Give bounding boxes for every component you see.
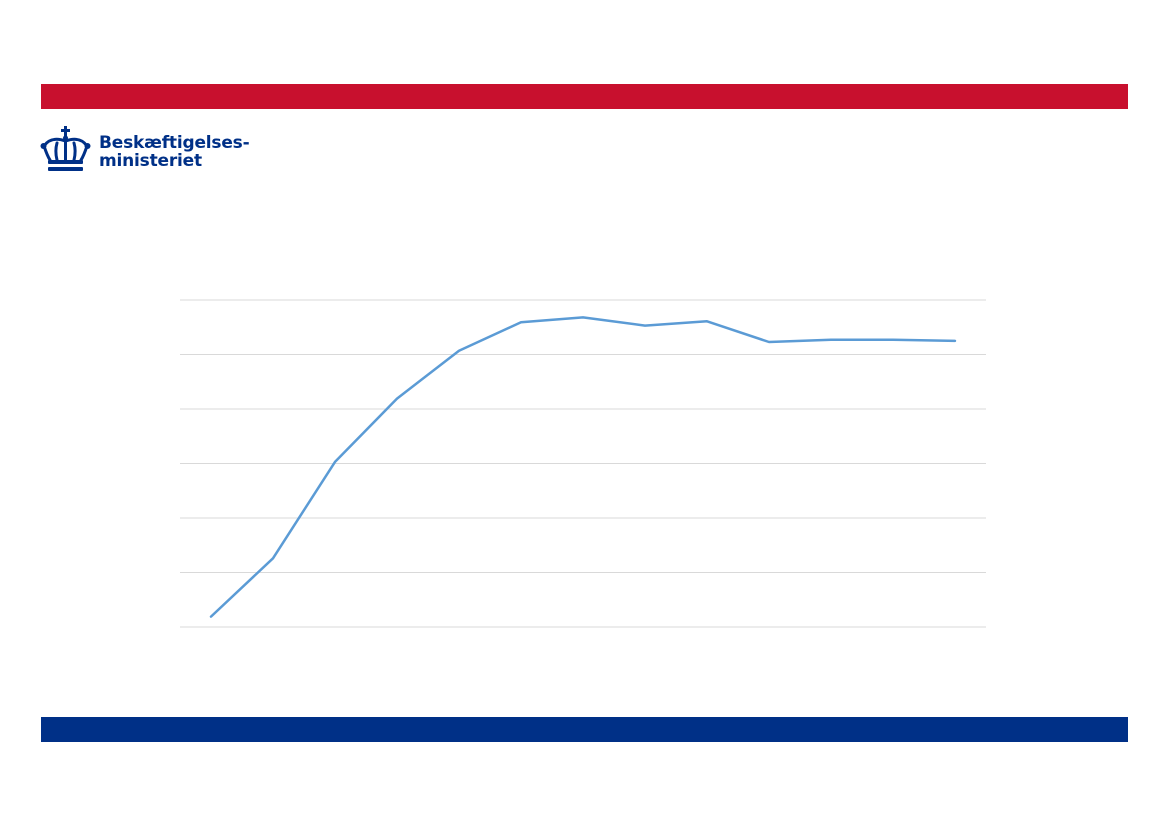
bottom-blue-band — [41, 717, 1128, 742]
top-red-band — [41, 84, 1128, 109]
chart-gridlines — [180, 299, 986, 628]
ministry-name-line-1: Beskæftigelses- — [99, 133, 250, 153]
series-line — [209, 316, 957, 618]
ministry-name-line-2: ministeriet — [99, 151, 202, 171]
ministry-logo: Beskæftigelses- ministeriet — [40, 126, 280, 176]
crown-icon — [40, 126, 91, 171]
ministry-name: Beskæftigelses- ministeriet — [99, 133, 250, 171]
chart-series — [209, 316, 957, 618]
